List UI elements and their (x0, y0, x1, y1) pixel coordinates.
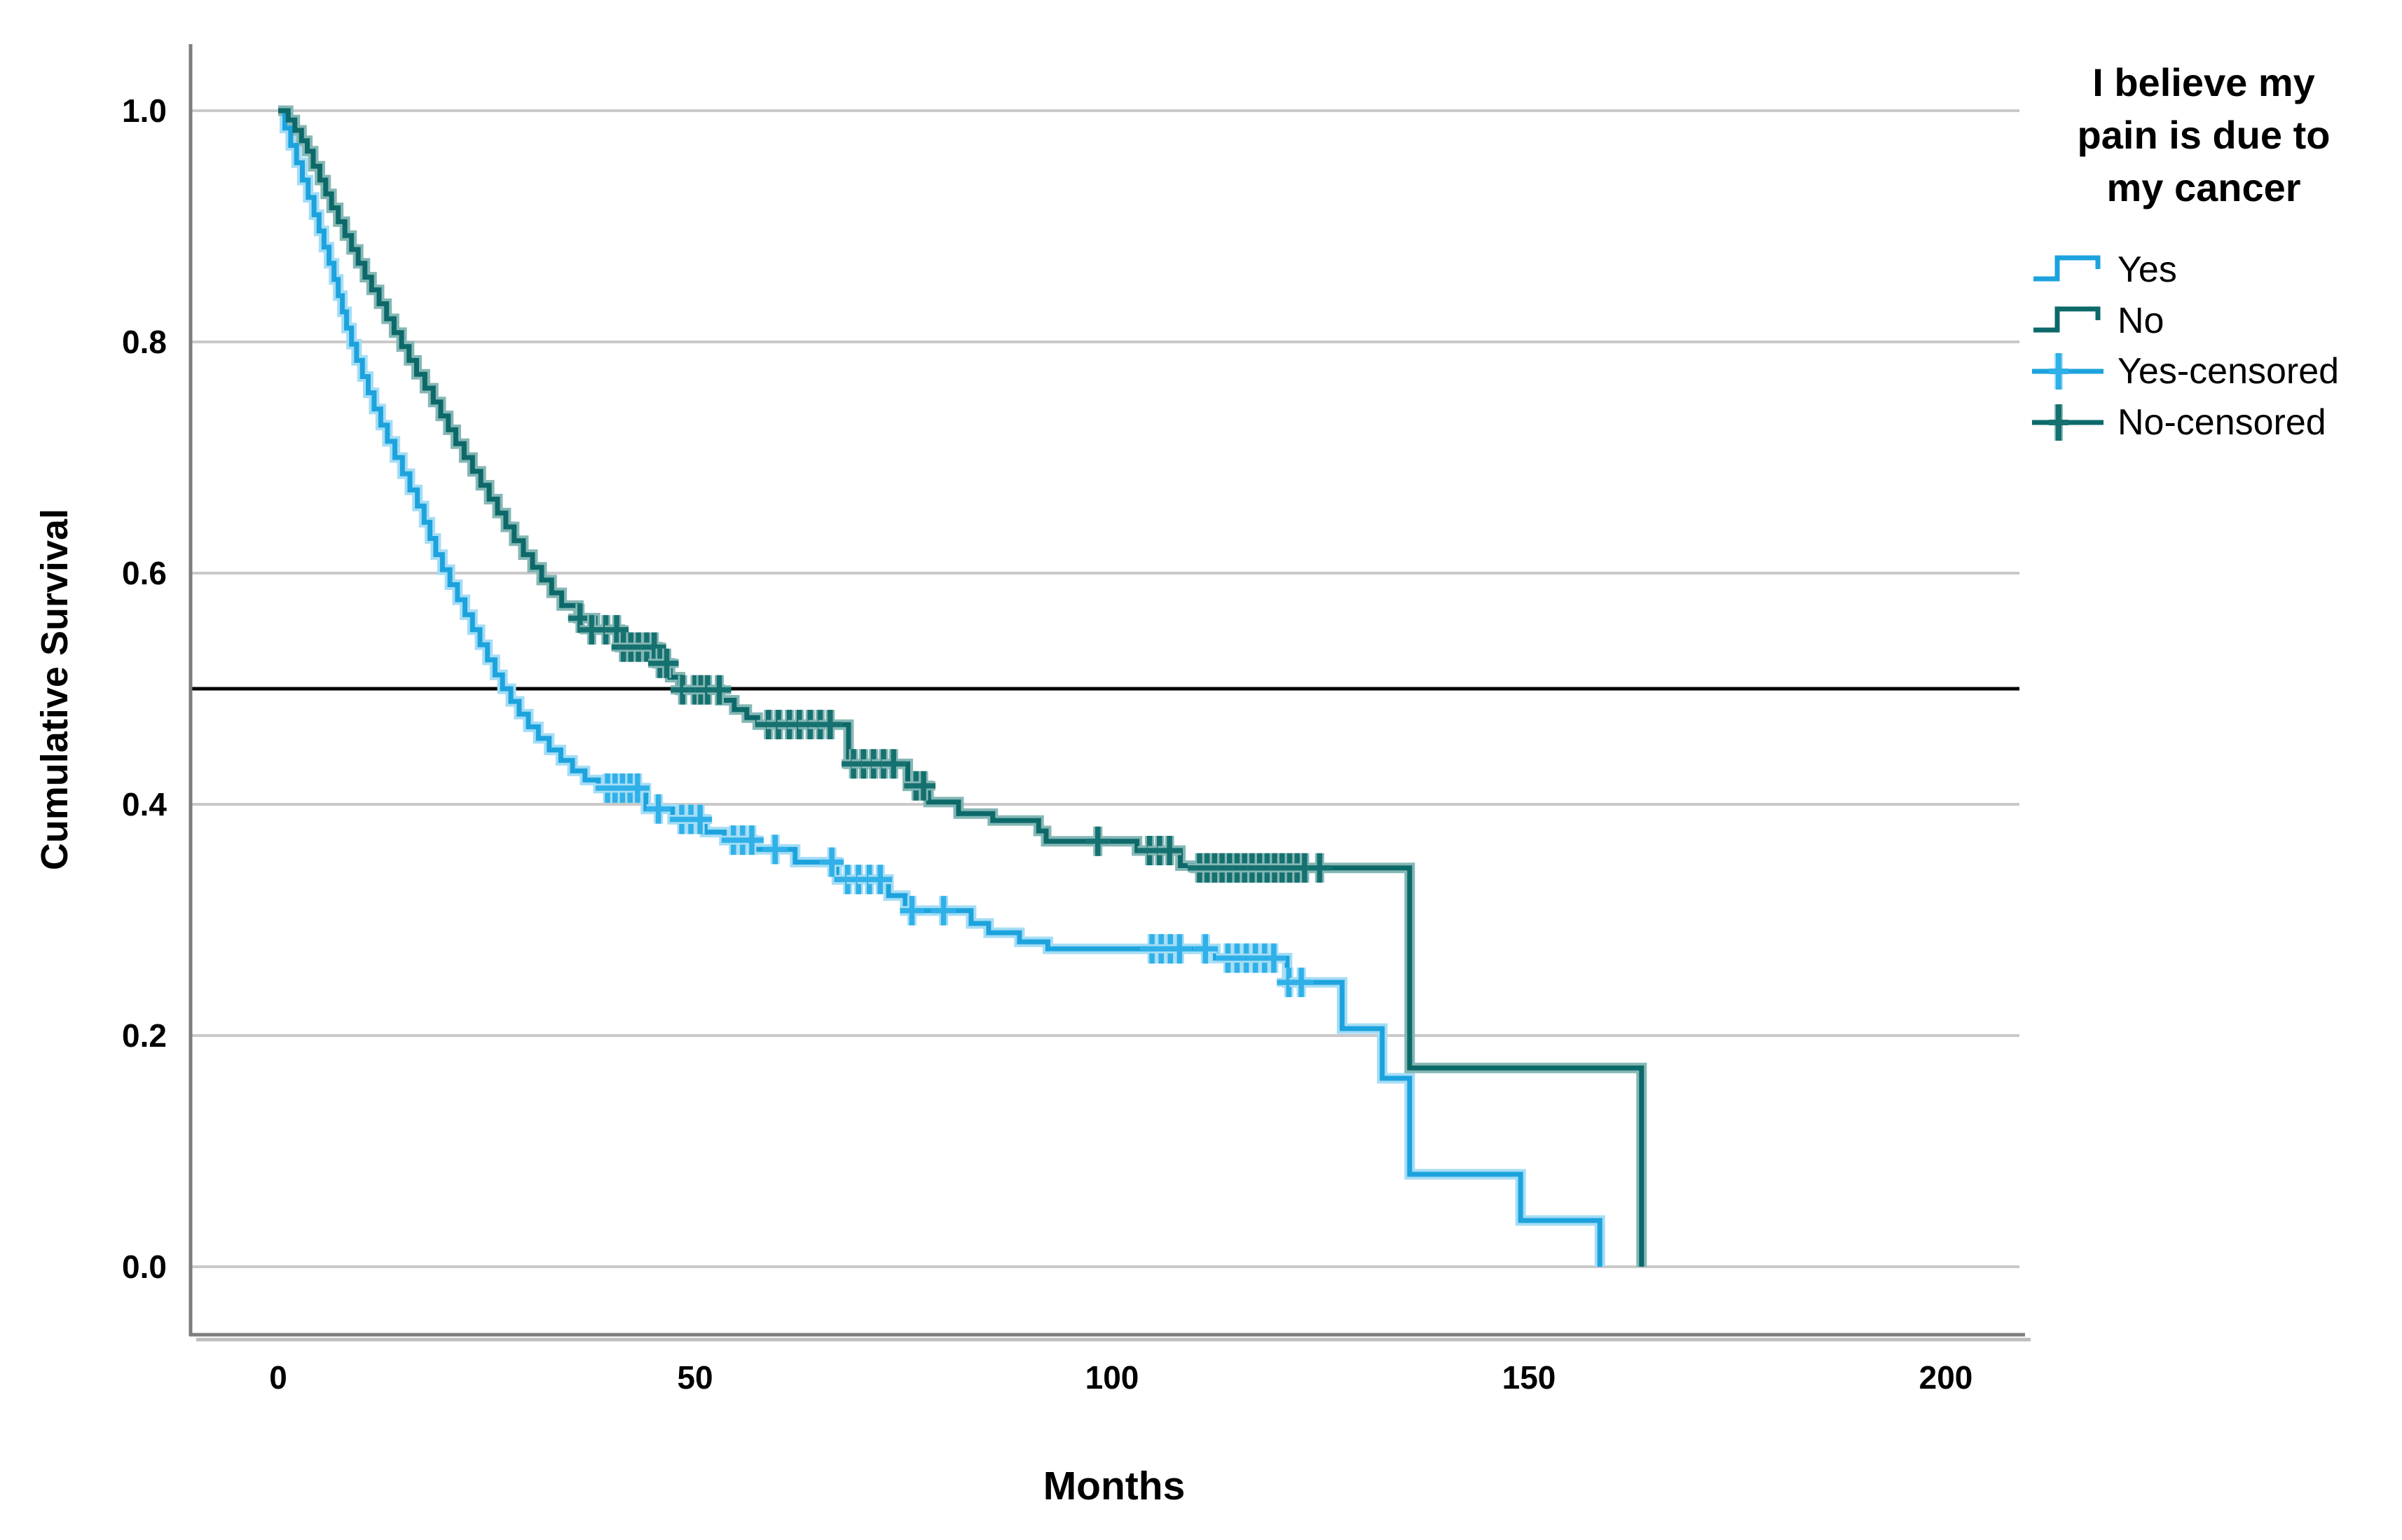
legend-title-line-2: pain is due to (2077, 113, 2331, 157)
y-tick-0.2: 0.2 (122, 1017, 167, 1054)
x-tick-50: 50 (677, 1359, 713, 1396)
x-tick-150: 150 (1502, 1359, 1556, 1396)
y-tick-0.4: 0.4 (122, 786, 167, 823)
censor-marks-no (568, 603, 1332, 883)
y-tick-0.6: 0.6 (122, 555, 167, 591)
legend-title-line-1: I believe my (2092, 60, 2315, 104)
gridlines (192, 109, 2019, 1268)
legend-label-yes: Yes (2118, 249, 2177, 290)
legend-title-line-3: my cancer (2106, 165, 2301, 209)
y-axis-title: Cumulative Survival (34, 508, 76, 871)
legend-label-no: No (2118, 301, 2164, 341)
legend-label-yes-censored: Yes-censored (2118, 351, 2340, 392)
censor-marks (568, 603, 1332, 998)
legend-swatch-no-censored (2032, 404, 2104, 441)
y-tick-0.0: 0.0 (122, 1249, 167, 1285)
x-axis-title: Months (1043, 1464, 1186, 1508)
axes-frame (188, 44, 2031, 1342)
y-tick-0.8: 0.8 (122, 324, 167, 360)
x-tick-100: 100 (1085, 1359, 1139, 1396)
y-tick-1.0: 1.0 (122, 92, 167, 129)
legend-swatch-yes-censored (2032, 353, 2104, 390)
x-tick-0: 0 (269, 1359, 287, 1396)
legend-title: I believe my pain is due to my cancer (2043, 56, 2365, 214)
censor-marks-yes (596, 773, 1314, 998)
x-tick-200: 200 (1919, 1359, 1973, 1396)
legend-swatch-no-line (2033, 306, 2101, 333)
legend-label-no-censored: No-censored (2118, 402, 2326, 443)
legend-swatch-yes-line (2033, 255, 2101, 282)
